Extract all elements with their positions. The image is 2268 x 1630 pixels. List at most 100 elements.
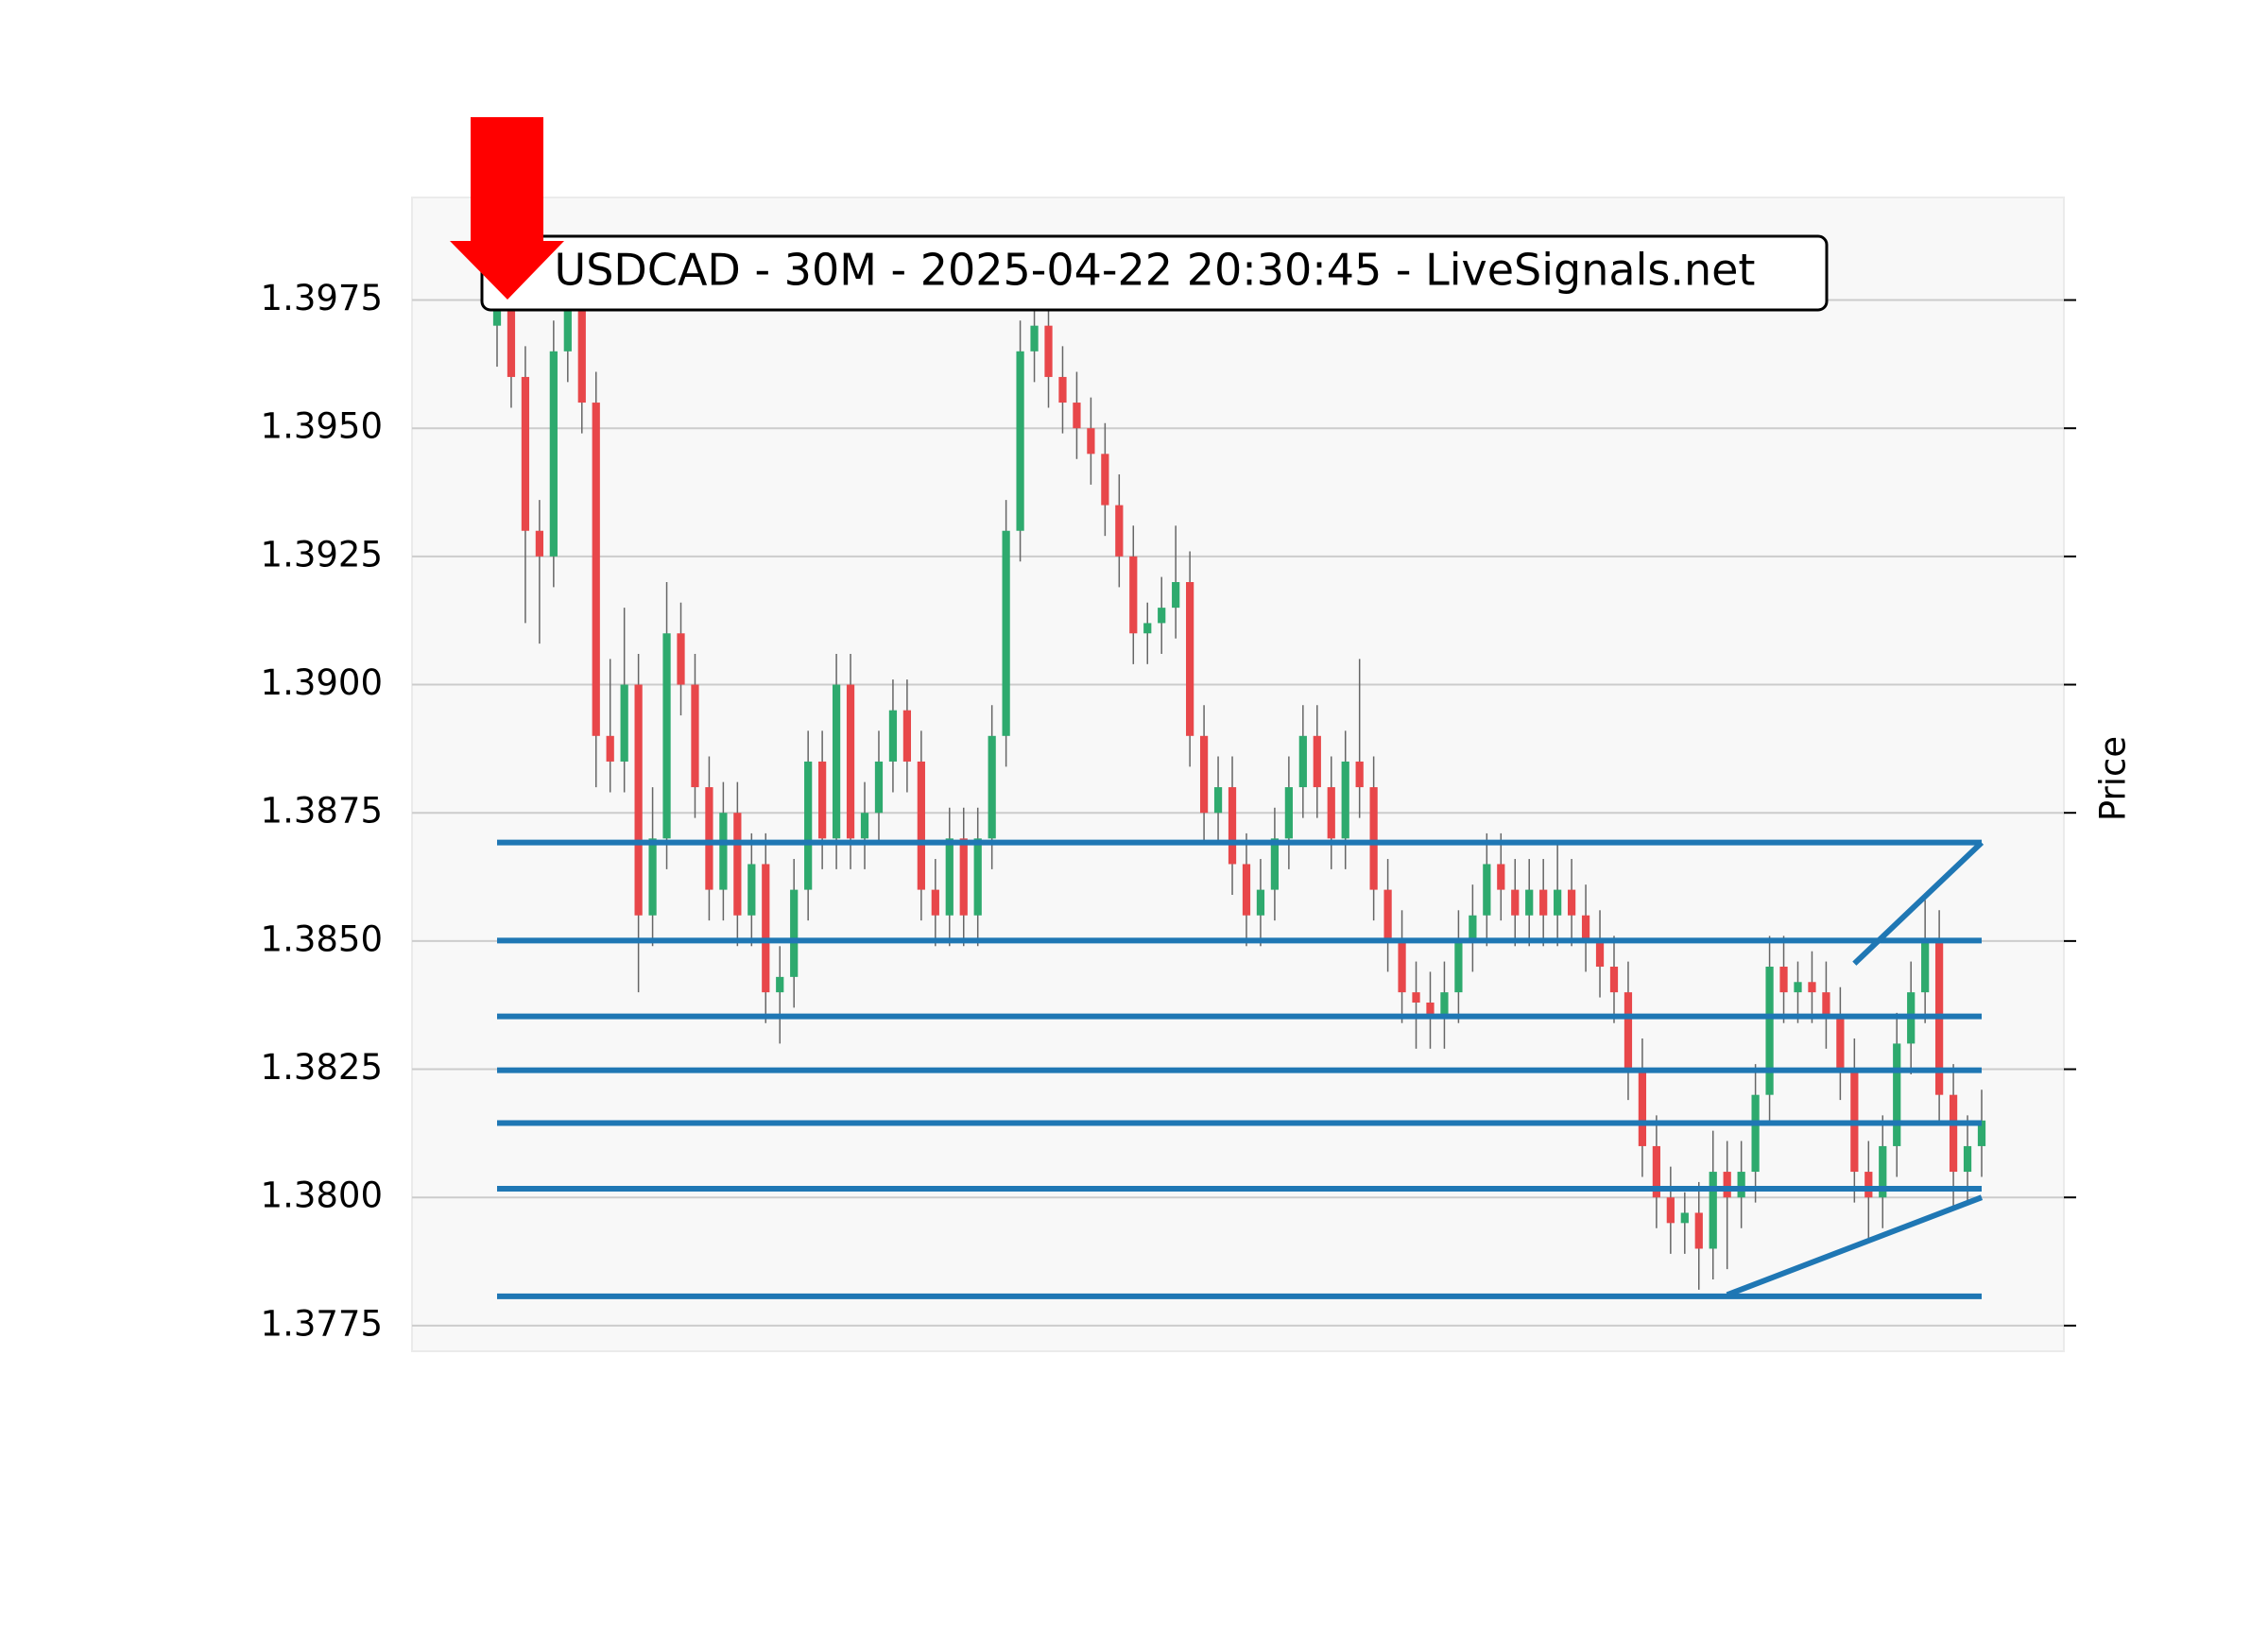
plot-area bbox=[411, 197, 2065, 1352]
arrow-head bbox=[450, 241, 564, 300]
candle-body bbox=[1595, 940, 1605, 967]
candle-body bbox=[1765, 967, 1774, 1095]
candle-body bbox=[662, 633, 671, 839]
candle-body bbox=[1525, 889, 1534, 916]
candle-body bbox=[945, 838, 954, 916]
candle-body bbox=[804, 761, 813, 890]
trend-line bbox=[1852, 840, 1984, 966]
y-tick-label: 1.3975 bbox=[261, 278, 383, 318]
candle-body bbox=[1341, 761, 1349, 839]
candle-body bbox=[1864, 1172, 1873, 1198]
candle-body bbox=[1298, 735, 1307, 788]
candle-body bbox=[1609, 967, 1619, 993]
candle-body bbox=[988, 735, 996, 839]
candle-body bbox=[1666, 1197, 1675, 1224]
candle-body bbox=[902, 710, 912, 762]
candle-body bbox=[606, 735, 614, 762]
candle-body bbox=[1440, 992, 1449, 1019]
candle-body bbox=[1709, 1172, 1717, 1249]
candle-body bbox=[959, 838, 968, 916]
candle-body bbox=[705, 787, 713, 890]
candle-body bbox=[1921, 940, 1930, 993]
candle-body bbox=[1101, 454, 1109, 506]
candle-body bbox=[790, 889, 799, 977]
y-tick-label: 1.3950 bbox=[261, 406, 383, 447]
candle-body bbox=[492, 300, 502, 326]
candle-body bbox=[535, 530, 544, 557]
candle-body bbox=[1779, 967, 1788, 993]
candle-body bbox=[733, 813, 742, 916]
y-axis-label: Price bbox=[2093, 736, 2134, 821]
candle-body bbox=[1412, 992, 1420, 1003]
candle-body bbox=[1129, 556, 1138, 634]
candle-body bbox=[1680, 1212, 1689, 1224]
candle-body bbox=[1073, 403, 1081, 429]
candle-body bbox=[620, 684, 628, 762]
candle-body bbox=[1115, 505, 1124, 557]
candle-body bbox=[1497, 864, 1505, 890]
candle-body bbox=[1808, 982, 1816, 993]
candle-body bbox=[1058, 376, 1067, 403]
candle-body bbox=[1893, 1043, 1901, 1146]
y-tick-label: 1.3925 bbox=[261, 534, 383, 575]
candle-body bbox=[776, 976, 784, 993]
candle-body bbox=[1638, 1069, 1647, 1146]
y-tick-label: 1.3800 bbox=[261, 1175, 383, 1216]
candle-body bbox=[1030, 325, 1039, 352]
candle-body bbox=[634, 684, 643, 916]
y-tick-label: 1.3900 bbox=[261, 662, 383, 703]
candle-body bbox=[818, 761, 827, 839]
candle-body bbox=[1822, 992, 1830, 1019]
candle-body bbox=[1087, 428, 1095, 455]
candle-body bbox=[1383, 889, 1392, 941]
candle-body bbox=[1836, 1018, 1845, 1070]
candle-body bbox=[1242, 864, 1251, 916]
candle-body bbox=[549, 351, 558, 557]
candle-body bbox=[1963, 1145, 1972, 1173]
candle-body bbox=[1454, 940, 1463, 993]
candle-body bbox=[1284, 787, 1293, 839]
candle-body bbox=[1143, 623, 1152, 634]
candle-body bbox=[1652, 1145, 1660, 1198]
candle-body bbox=[1355, 761, 1364, 788]
candle-body bbox=[1949, 1094, 1958, 1173]
candle-body bbox=[1016, 351, 1024, 531]
candle-body bbox=[973, 838, 982, 916]
candle-body bbox=[874, 761, 884, 814]
candle-body bbox=[719, 813, 728, 890]
candle-body bbox=[917, 761, 925, 890]
candle-body bbox=[521, 376, 530, 531]
signal-arrow bbox=[450, 117, 564, 300]
candle-body bbox=[846, 684, 855, 839]
candle-body bbox=[860, 813, 869, 839]
candle-body bbox=[648, 838, 657, 916]
candle-body bbox=[1483, 864, 1491, 916]
candle-body bbox=[691, 684, 699, 788]
candle-body bbox=[677, 633, 685, 685]
candle-body bbox=[931, 889, 939, 916]
candle-body bbox=[1794, 982, 1802, 993]
candle-body bbox=[1213, 787, 1223, 814]
candle-body bbox=[1879, 1145, 1887, 1198]
candle-body bbox=[1581, 915, 1590, 941]
candle-body bbox=[563, 300, 572, 352]
candle-body bbox=[832, 684, 841, 839]
candle-body bbox=[507, 300, 516, 377]
candle-body bbox=[1186, 582, 1194, 736]
candle-body bbox=[1398, 940, 1406, 993]
candle-body bbox=[1511, 889, 1520, 916]
candle-body bbox=[1158, 608, 1166, 624]
candle-body bbox=[762, 864, 770, 993]
candle-body bbox=[1567, 889, 1576, 916]
trend-line bbox=[1726, 1194, 1984, 1298]
y-tick-label: 1.3825 bbox=[261, 1047, 383, 1088]
arrow-shaft bbox=[471, 117, 543, 242]
candle-body bbox=[1723, 1172, 1731, 1198]
candle-body bbox=[1327, 787, 1335, 839]
y-tick-label: 1.3875 bbox=[261, 791, 383, 832]
levels bbox=[497, 839, 1984, 1299]
candle-body bbox=[1751, 1094, 1760, 1173]
y-tick-label: 1.3775 bbox=[261, 1303, 383, 1344]
candle-body bbox=[592, 403, 600, 736]
